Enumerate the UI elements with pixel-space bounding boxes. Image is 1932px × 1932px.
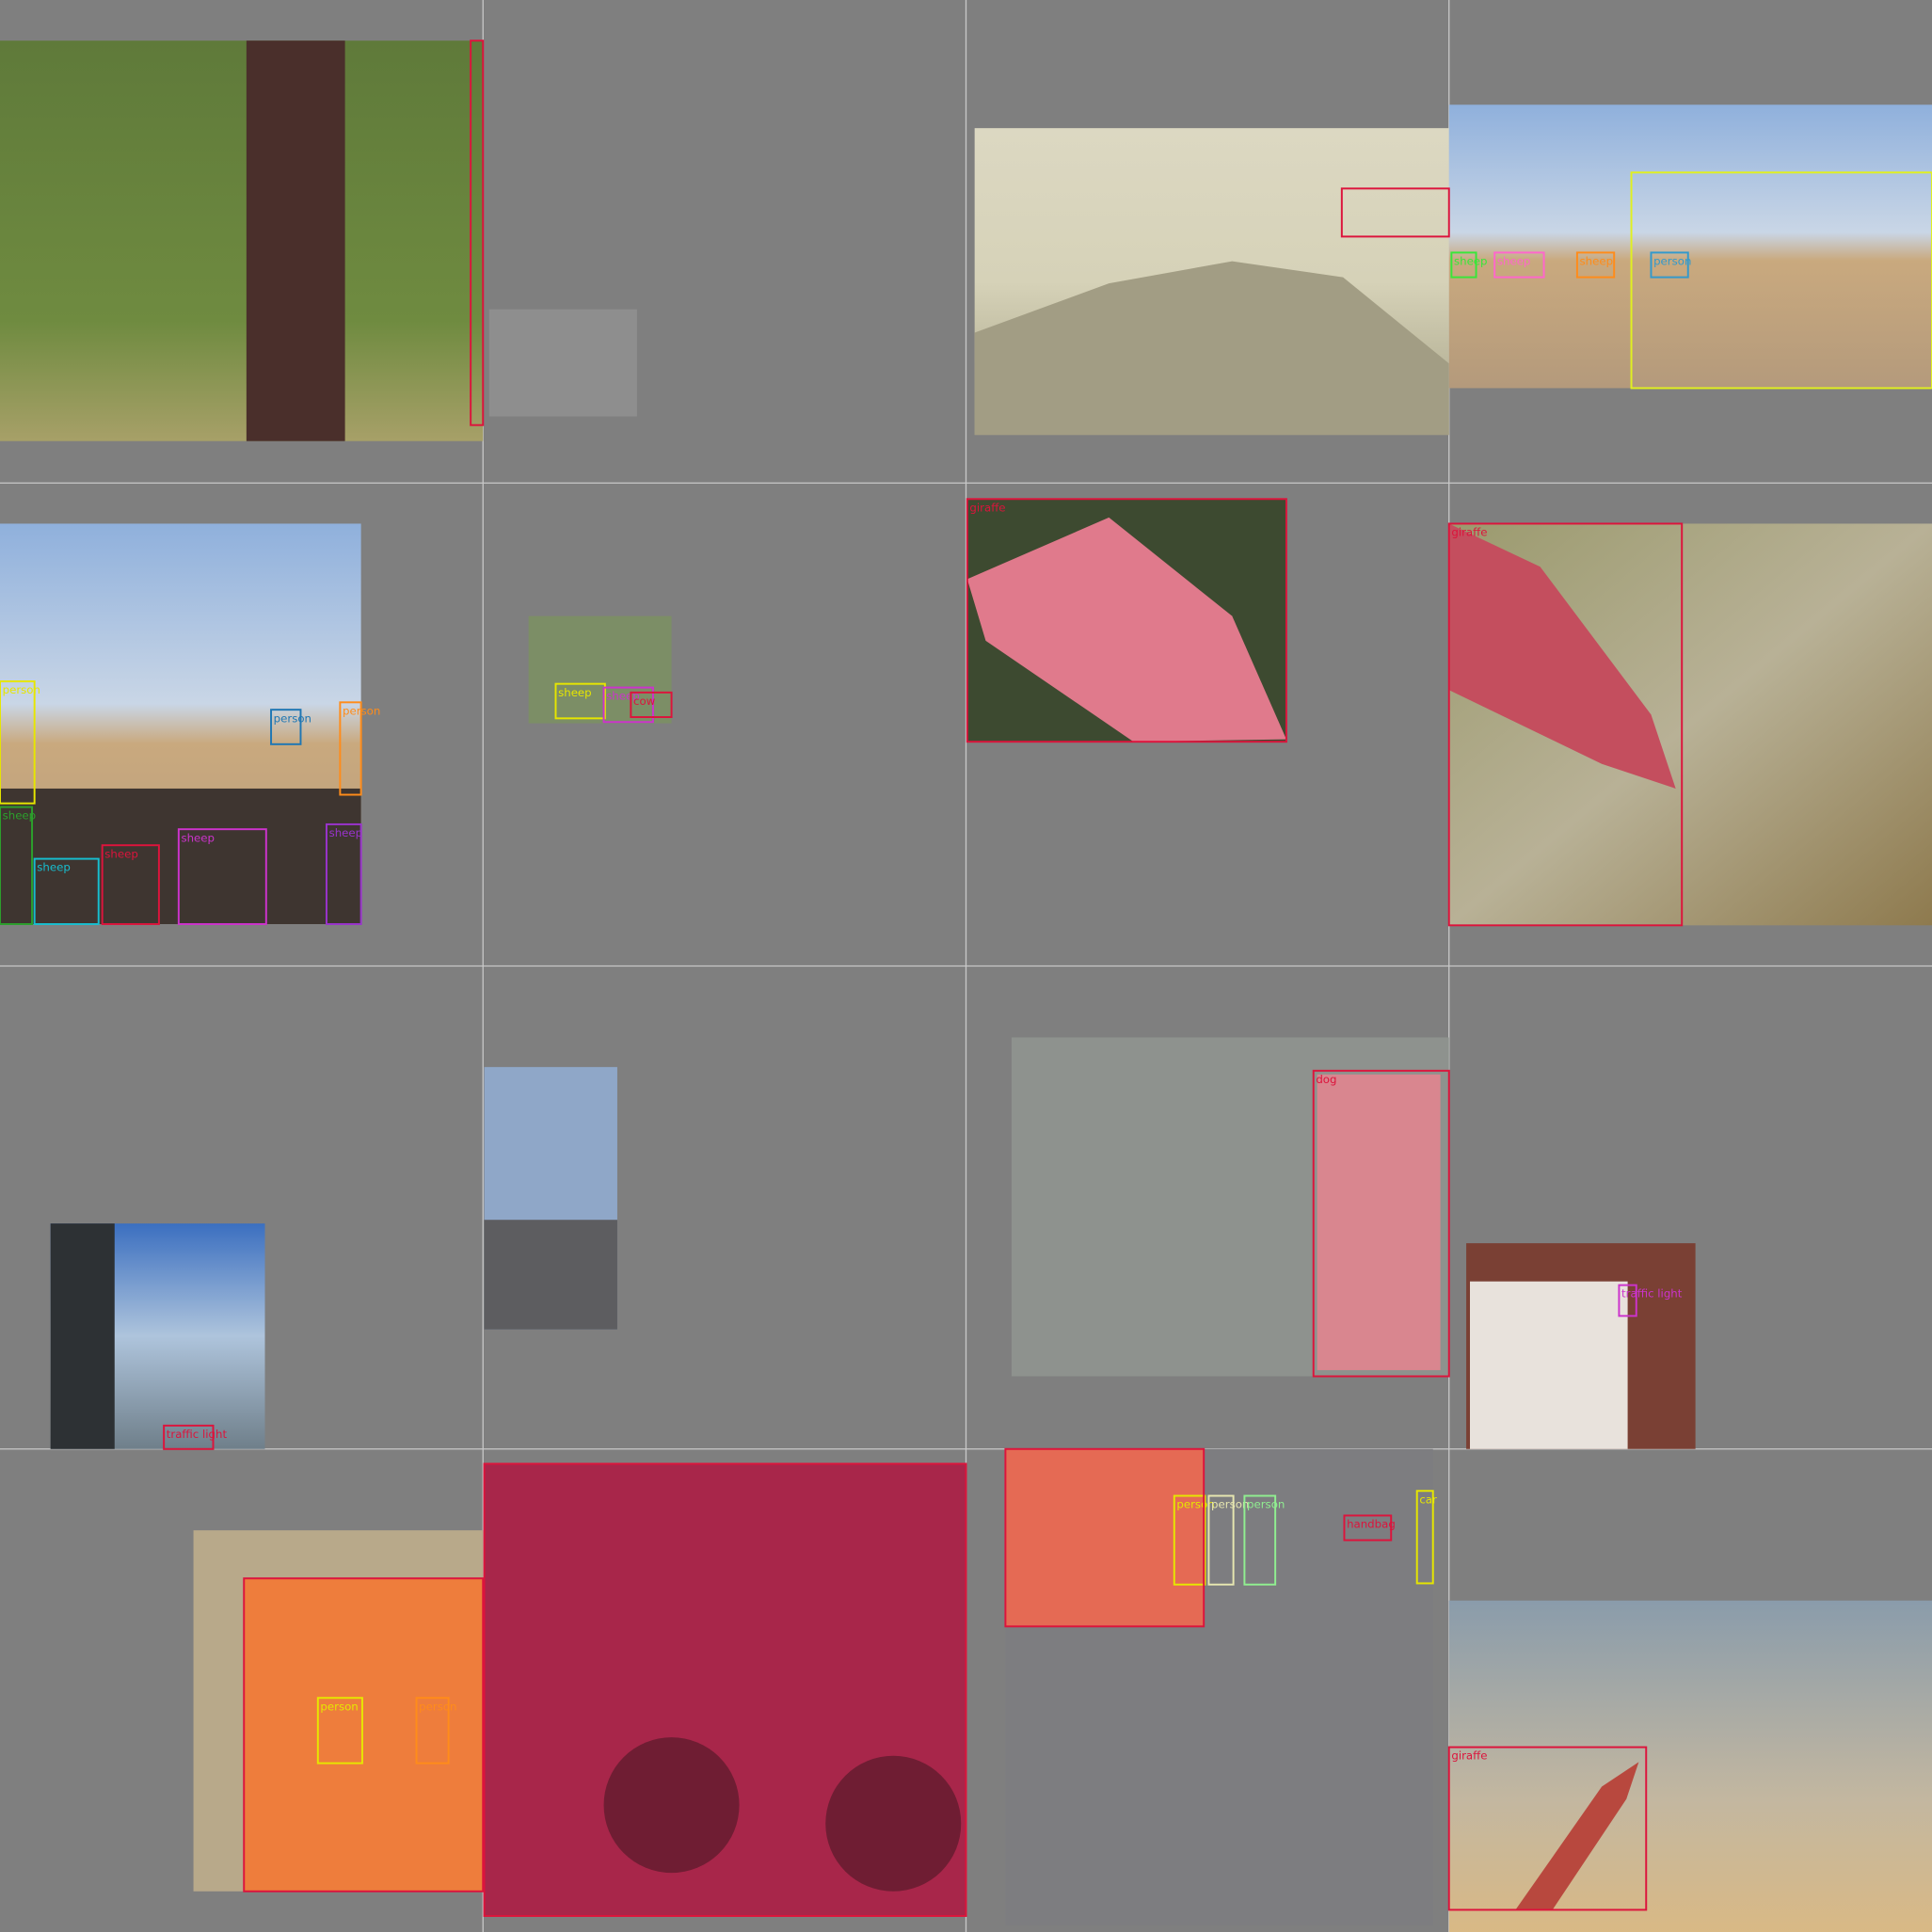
box-label: person: [1211, 1498, 1249, 1511]
box-label: handbag: [1347, 1518, 1396, 1531]
bounding-box: [1493, 251, 1545, 279]
box-label: person: [1176, 1498, 1214, 1511]
box-label: sheep: [104, 847, 138, 860]
unlabeled-boxes: [243, 40, 1932, 1917]
bounding-box: [339, 701, 362, 796]
bounding-box: [0, 806, 34, 925]
box-label: person: [274, 711, 311, 725]
box-label: person: [3, 683, 40, 696]
bounding-box: [177, 828, 267, 925]
bounding-box: [1173, 1494, 1206, 1586]
bounding-box: [1650, 251, 1689, 279]
bounding-box: [1447, 522, 1684, 927]
box-label: traffic light: [167, 1428, 228, 1441]
bounding-box: [602, 686, 654, 724]
box-label: dog: [1316, 1073, 1336, 1086]
bounding-box: [415, 1697, 450, 1764]
bounding-box: [1312, 1069, 1450, 1378]
bounding-box: [554, 682, 606, 720]
box-label: person: [343, 704, 380, 717]
box-label: sheep: [3, 809, 37, 822]
bounding-box: [1618, 1284, 1637, 1317]
box-label: sheep: [1580, 255, 1614, 268]
box-label: person: [320, 1700, 358, 1713]
bounding-box: [1243, 1494, 1277, 1586]
bounding-box: [101, 844, 160, 925]
bounding-box: [163, 1424, 215, 1450]
box-label: person: [1247, 1498, 1285, 1511]
bounding-box: [1343, 1514, 1393, 1541]
bounding-box: [316, 1697, 363, 1764]
bounding-box: [966, 498, 1287, 743]
bounding-box: [0, 680, 36, 805]
box-label: giraffe: [1451, 526, 1487, 539]
photos: [0, 40, 1932, 1932]
box-label: car: [1419, 1493, 1437, 1506]
box-label: traffic light: [1621, 1287, 1683, 1301]
bounding-box: [1450, 251, 1477, 279]
box-label: sheep: [1454, 255, 1488, 268]
box-label: sheep: [329, 826, 363, 839]
box-label: sheep: [1497, 255, 1531, 268]
detections: sheep sheep sheep personpersonpersonpersons…: [0, 251, 1691, 1911]
box-label: giraffe: [969, 501, 1005, 514]
bounding-box: [1575, 251, 1616, 279]
box-label: person: [1653, 255, 1691, 268]
bounding-box: [630, 691, 673, 719]
box-label: sheep: [558, 686, 592, 699]
bounding-box: [1447, 1746, 1648, 1911]
box-label: person: [419, 1700, 456, 1713]
bounding-box: [270, 709, 302, 745]
box-label: giraffe: [1451, 1749, 1487, 1763]
box-label: sheep: [181, 831, 215, 844]
bounding-box: [325, 822, 362, 925]
bounding-box: [33, 857, 100, 925]
box-label: cow: [633, 695, 656, 708]
box-label: sheep: [37, 861, 71, 874]
bounding-box: [1415, 1490, 1434, 1585]
bounding-box: [1207, 1494, 1235, 1586]
